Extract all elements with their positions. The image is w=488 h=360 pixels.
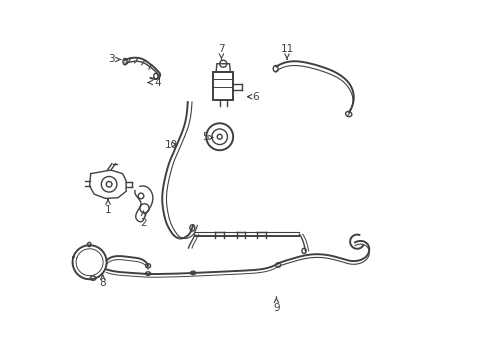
Text: 7: 7 [218, 44, 224, 59]
Text: 6: 6 [247, 92, 258, 102]
Text: 9: 9 [272, 297, 279, 312]
Text: 3: 3 [108, 54, 121, 64]
Text: 1: 1 [104, 199, 111, 215]
Text: 10: 10 [165, 140, 178, 149]
Text: 4: 4 [148, 77, 161, 87]
Text: 11: 11 [280, 44, 293, 59]
Text: 5: 5 [202, 132, 213, 143]
Text: 8: 8 [99, 275, 106, 288]
Text: 2: 2 [140, 211, 146, 228]
